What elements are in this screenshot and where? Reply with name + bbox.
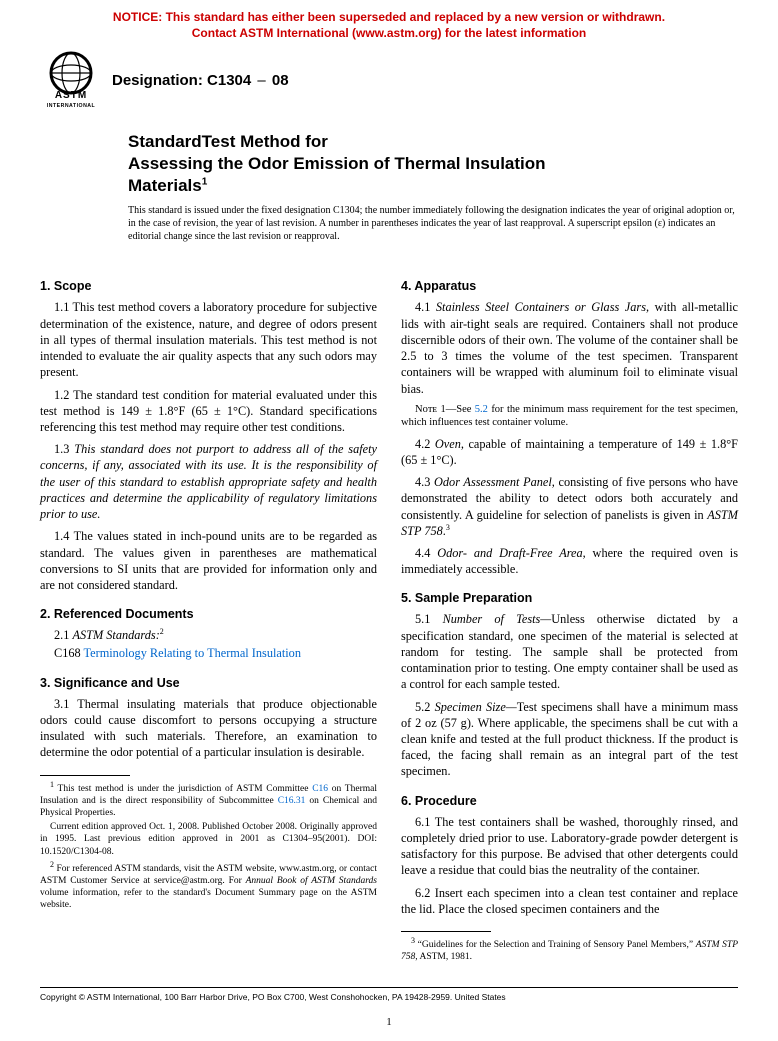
fn2-italic: Annual Book of ASTM Standards (246, 876, 377, 886)
astm-logo: ASTM INTERNATIONAL (40, 51, 102, 109)
copyright-line: Copyright © ASTM International, 100 Barr… (0, 992, 778, 1002)
footnote-rule-right (401, 931, 491, 932)
p4-1-lead: Stainless Steel Containers or Glass Jars… (436, 300, 649, 314)
notice-bar: NOTICE: This standard has either been su… (0, 0, 778, 45)
title-line3: Materials (128, 176, 202, 195)
fn1-link2[interactable]: C16.31 (278, 796, 306, 806)
p4-1-num: 4.1 (415, 300, 436, 314)
issuance-note: This standard is issued under the fixed … (0, 204, 778, 243)
fn3-a: “Guidelines for the Selection and Traini… (415, 940, 696, 950)
p4-4-lead: Odor- and Draft-Free Area, (437, 546, 586, 560)
para-2-1: 2.1 ASTM Standards:2 (40, 627, 377, 643)
p5-1-num: 5.1 (415, 612, 443, 626)
note-1: Nᴏᴛᴇ 1—See 5.2 for the minimum mass requ… (401, 403, 738, 430)
footnote-2: 2 For referenced ASTM standards, visit t… (40, 860, 377, 912)
title-line1: StandardTest Method for (128, 132, 328, 151)
para-4-3: 4.3 Odor Assessment Panel, consisting of… (401, 474, 738, 539)
fn-ref-3: 3 (446, 523, 450, 532)
para-2-1-italic: ASTM Standards: (72, 628, 159, 642)
para-1-4: 1.4 The values stated in inch-pound unit… (40, 528, 377, 593)
para-1-1: 1.1 This test method covers a laboratory… (40, 299, 377, 380)
right-column: 4. Apparatus 4.1 Stainless Steel Contain… (401, 265, 738, 965)
para-1-2: 1.2 The standard test condition for mate… (40, 387, 377, 436)
para-6-2: 6.2 Insert each specimen into a clean te… (401, 885, 738, 917)
section-3-head: 3. Significance and Use (40, 676, 377, 690)
para-1-3: 1.3 1.3 This standard does not purport t… (40, 441, 377, 522)
notice-line2: Contact ASTM International (www.astm.org… (192, 26, 586, 40)
left-column: 1. Scope 1.1 This test method covers a l… (40, 265, 377, 965)
note1-link[interactable]: 5.2 (475, 404, 488, 415)
copyright-rule (40, 987, 738, 988)
designation-code: C1304 (207, 72, 251, 89)
notice-line1: NOTICE: This standard has either been su… (113, 10, 665, 24)
logo-text-bottom: INTERNATIONAL (47, 103, 96, 109)
para-5-2: 5.2 Specimen Size—Test specimens shall h… (401, 699, 738, 780)
p4-3-lead: Odor Assessment Panel, (434, 475, 555, 489)
p5-2-num: 5.2 (415, 700, 435, 714)
section-6-head: 6. Procedure (401, 794, 738, 808)
section-4-head: 4. Apparatus (401, 279, 738, 293)
p4-2-lead: Oven, (435, 437, 464, 451)
ref-c168: C168 Terminology Relating to Thermal Ins… (40, 645, 377, 661)
para-3-1: 3.1 Thermal insulating materials that pr… (40, 696, 377, 761)
footnote-3: 3 “Guidelines for the Selection and Trai… (401, 936, 738, 963)
header: ASTM INTERNATIONAL Designation: C1304 – … (0, 45, 778, 109)
p5-1-lead: Number of Tests— (443, 612, 552, 626)
fn1-a: This test method is under the jurisdicti… (54, 784, 312, 794)
title-line2: Assessing the Odor Emission of Thermal I… (128, 154, 546, 173)
title-super: 1 (202, 176, 208, 187)
ref-c168-link[interactable]: Terminology Relating to Thermal Insulati… (84, 646, 301, 660)
p4-1-body: with all-metallic lids with air-tight se… (401, 300, 738, 395)
designation: Designation: C1304 – 08 (112, 72, 289, 89)
astm-logo-icon: ASTM INTERNATIONAL (40, 51, 102, 109)
fn3-b: , ASTM, 1981. (415, 952, 472, 962)
fn-ref-2: 2 (160, 627, 164, 636)
logo-text-top: ASTM (55, 90, 87, 101)
body-columns: 1. Scope 1.1 This test method covers a l… (0, 243, 778, 965)
note1-a: Nᴏᴛᴇ 1—See (415, 404, 475, 415)
para-4-1: 4.1 Stainless Steel Containers or Glass … (401, 299, 738, 396)
designation-label: Designation: (112, 72, 207, 89)
para-4-4: 4.4 Odor- and Draft-Free Area, where the… (401, 545, 738, 577)
para-2-1-label: 2.1 (54, 628, 72, 642)
para-6-1: 6.1 The test containers shall be washed,… (401, 814, 738, 879)
p4-2-num: 4.2 (415, 437, 435, 451)
para-4-2: 4.2 Oven, capable of maintaining a tempe… (401, 436, 738, 468)
page-number: 1 (0, 1002, 778, 1038)
section-2-head: 2. Referenced Documents (40, 607, 377, 621)
section-5-head: 5. Sample Preparation (401, 591, 738, 605)
p4-4-num: 4.4 (415, 546, 437, 560)
document-title: StandardTest Method for Assessing the Od… (0, 109, 778, 204)
p5-2-lead: Specimen Size— (435, 700, 517, 714)
section-1-head: 1. Scope (40, 279, 377, 293)
designation-year: 08 (272, 72, 289, 89)
fn1-link1[interactable]: C16 (312, 784, 328, 794)
footnote-1b: Current edition approved Oct. 1, 2008. P… (40, 821, 377, 857)
fn2-b: volume information, refer to the standar… (40, 888, 377, 910)
para-5-1: 5.1 Number of Tests—Unless otherwise dic… (401, 611, 738, 692)
p4-3-num: 4.3 (415, 475, 434, 489)
footnote-rule-left (40, 775, 130, 776)
ref-c168-code: C168 (54, 646, 84, 660)
footnote-1: 1 This test method is under the jurisdic… (40, 780, 377, 820)
